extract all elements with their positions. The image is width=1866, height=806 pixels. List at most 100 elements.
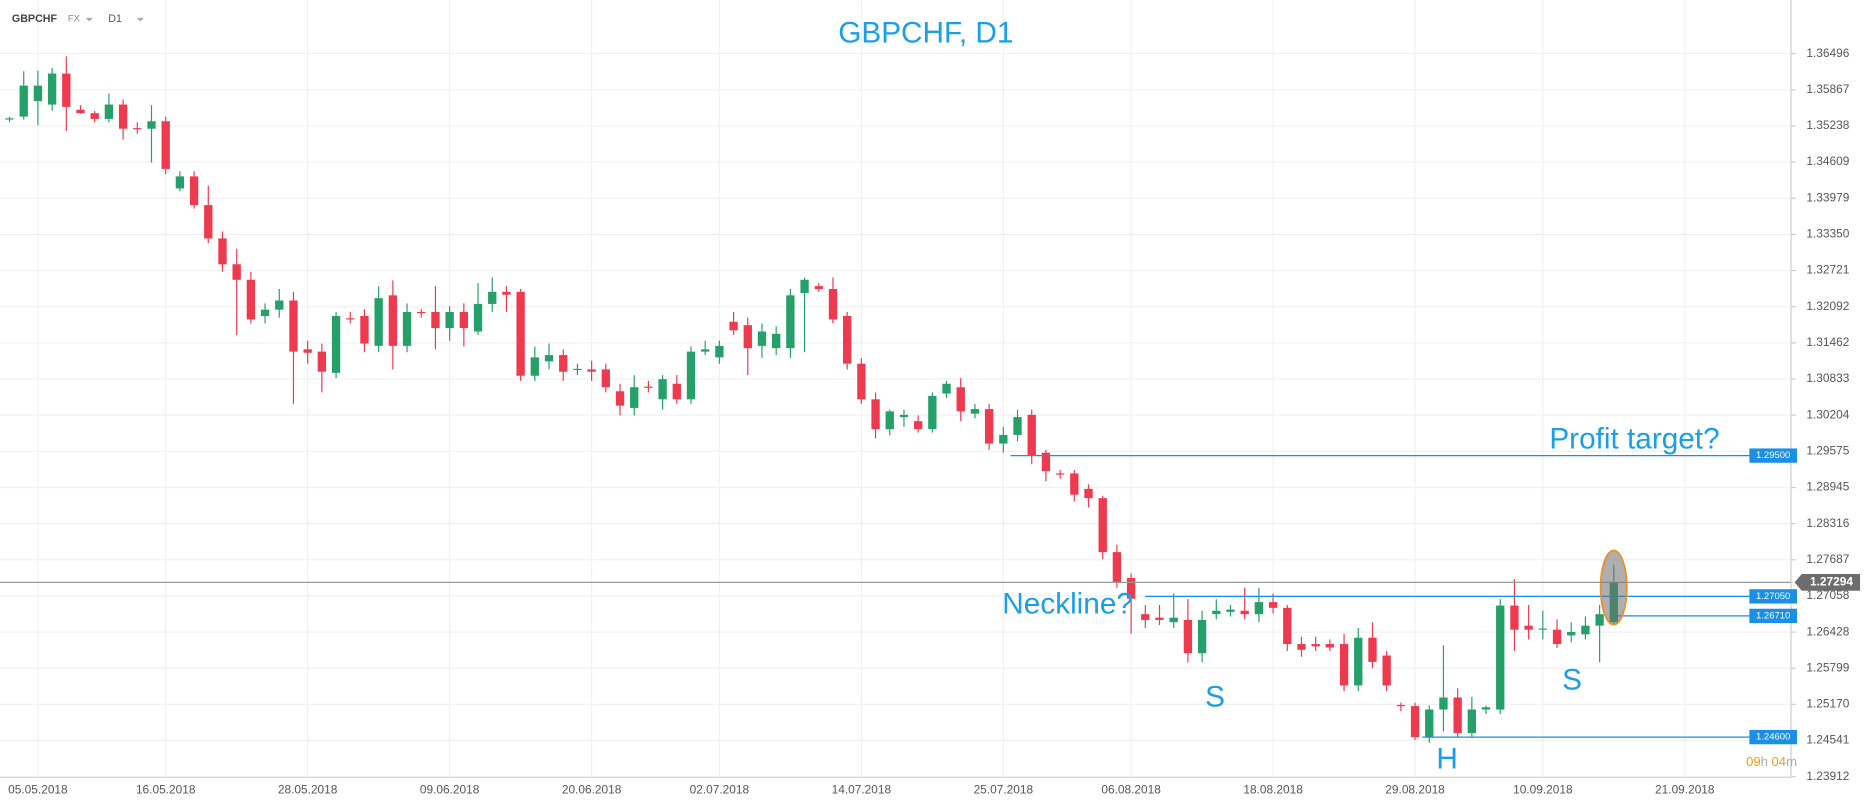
candle-body [701,349,710,352]
timer-unit: h [1761,754,1768,769]
candle-body [559,355,568,372]
candle-body [1268,602,1278,608]
level-label: 1.26710 [1756,610,1790,621]
candle-body [928,395,937,430]
dropdown-icon[interactable] [85,17,93,22]
candle-body [1382,655,1391,686]
y-tick-label: 1.32092 [1806,299,1849,313]
candle-body [175,176,185,189]
candle-body [1041,452,1051,472]
x-tick-label: 25.07.2018 [974,783,1034,797]
candle-body [1226,609,1235,612]
candle-body [1496,605,1505,710]
x-tick-label: 05.05.2018 [8,783,68,797]
candle-body [90,113,99,119]
level-label: 1.27050 [1756,591,1790,602]
last-price-label: 1.27294 [1810,574,1853,588]
candle-body [1055,473,1065,475]
annotation: Neckline? [1002,587,1133,620]
candle-body [715,345,724,358]
candle-body [1141,614,1150,620]
candle-body [729,321,738,331]
candle-body [1439,697,1448,710]
highlight-ellipse [1599,549,1628,626]
candle-body [1595,614,1604,626]
x-tick-label: 10.09.2018 [1513,783,1573,797]
candle-body [857,363,866,400]
level-tag [1749,589,1797,604]
candle-body [317,351,327,372]
candle-body [786,295,795,349]
x-tick-label: 21.09.2018 [1655,783,1715,797]
candle-body [615,391,625,406]
candle-body [374,298,383,346]
candle-body [984,409,994,444]
timer-unit: m [1786,754,1797,769]
candle-body [1396,704,1406,707]
last-price-tag [1794,573,1861,591]
x-tick-label: 06.08.2018 [1101,783,1161,797]
candle-body [1155,617,1164,620]
candle-body [473,303,483,332]
x-tick-label: 29.08.2018 [1385,783,1445,797]
candle-body [133,128,142,130]
candle-body [814,286,823,289]
candle-body [1581,625,1590,635]
y-tick-label: 1.28945 [1806,480,1849,494]
candle-body [743,325,752,349]
candle-body [488,291,497,304]
candle-body [1084,488,1093,499]
candle-body [644,386,653,388]
candle-body [260,309,270,316]
x-tick-label: 09.06.2018 [420,783,480,797]
candle-body [33,85,43,102]
candle-body [502,291,511,295]
candle-body [1197,619,1207,654]
candle-body [1070,473,1079,495]
market: FX [68,14,81,25]
candle-body [1297,644,1306,650]
candle-body [686,351,696,400]
y-tick-label: 1.25170 [1806,697,1849,711]
candle-body [601,369,610,388]
timer-minutes: 04 [1772,754,1787,769]
annotation: Profit target? [1549,422,1719,455]
x-tick-label: 20.06.2018 [562,783,622,797]
candle-body [19,85,28,117]
candle-body [1098,498,1107,553]
symbol[interactable]: GBPCHF [12,13,58,25]
candle-body [885,411,894,430]
timer-hours: 09 [1746,754,1761,769]
candle-body [544,355,554,362]
candle-body [346,318,355,320]
chart-title: GBPCHF, D1 [838,16,1013,49]
y-tick-label: 1.28316 [1806,516,1849,530]
candle-body [1467,709,1477,734]
timeframe[interactable]: D1 [108,13,122,25]
candle-body [147,121,156,129]
candle-body [630,387,639,408]
candle-body [1183,619,1193,654]
x-tick-label: 16.05.2018 [136,783,196,797]
candle-body [1481,707,1491,710]
y-tick-label: 1.24541 [1806,733,1849,747]
candle-body [1354,637,1363,686]
candle-body [1368,637,1377,662]
candle-body [118,104,128,129]
candle-body [800,279,809,294]
candle-body [899,414,909,418]
y-tick-label: 1.30833 [1806,371,1849,385]
x-tick-label: 02.07.2018 [690,783,750,797]
y-tick-label: 1.29575 [1806,443,1849,457]
candle-body [275,300,284,310]
y-tick-label: 1.35867 [1806,82,1849,96]
x-tick-label: 18.08.2018 [1243,783,1303,797]
candle-body [1410,706,1420,738]
candle-body [658,379,667,400]
candle-body [1524,625,1533,630]
dropdown-icon[interactable] [136,17,144,22]
candle-body [1339,644,1349,686]
y-tick-label: 1.31462 [1806,335,1849,349]
